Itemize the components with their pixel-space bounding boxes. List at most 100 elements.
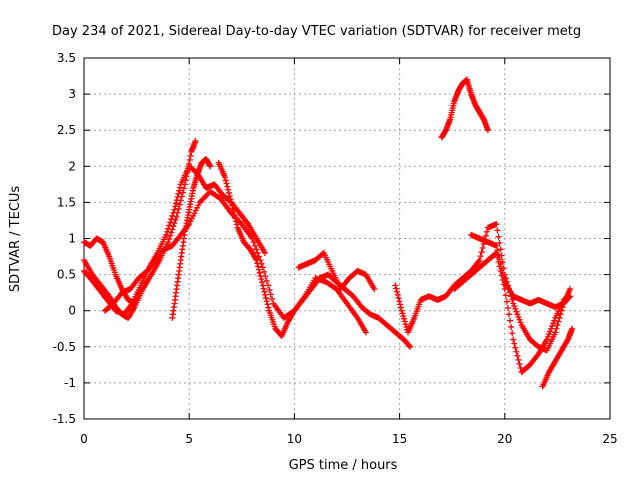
data-point [567, 286, 574, 293]
data-point [512, 344, 519, 351]
x-tick-labels: 0 5 10 15 20 25 [80, 432, 617, 446]
data-point [483, 228, 490, 235]
data-point [257, 272, 264, 279]
data-point [171, 220, 178, 227]
data-point [166, 235, 173, 242]
data-point [264, 301, 271, 308]
data-point [396, 298, 403, 305]
data-point [233, 221, 240, 228]
data-point [407, 343, 414, 350]
data-point [180, 185, 187, 192]
y-tick-label: 2 [68, 159, 76, 173]
data-point [567, 293, 574, 300]
data-point [249, 235, 256, 242]
data-point [514, 352, 521, 359]
data-point [228, 199, 235, 206]
data-point [496, 240, 503, 247]
y-tick-label: -0.5 [53, 340, 76, 354]
data-point [169, 212, 176, 219]
data-point [514, 311, 521, 318]
data-point [557, 311, 564, 318]
data-point [478, 249, 485, 256]
data-point [229, 205, 236, 212]
data-point [499, 269, 506, 276]
x-tick-label: 20 [497, 432, 512, 446]
data-point [207, 163, 214, 170]
data-point [511, 303, 518, 310]
data-point [265, 282, 272, 289]
data-point [175, 205, 182, 212]
data-point [172, 216, 179, 223]
data-point [259, 264, 266, 271]
data-point [484, 127, 491, 134]
data-point [263, 277, 270, 284]
data-point [395, 295, 402, 302]
data-point [511, 340, 518, 347]
data-point [256, 269, 263, 276]
y-tick-label: 3.5 [57, 51, 76, 65]
data-point [168, 216, 175, 223]
y-axis-label: SDTVAR / TECUs [8, 186, 23, 293]
series-arc-6 [215, 159, 414, 350]
data-point [554, 322, 561, 329]
data-point [545, 331, 552, 338]
data-point [255, 266, 262, 273]
data-point [552, 329, 559, 336]
y-tick-labels: 3.5 3 2.5 2 1.5 1 0.5 0 -0.5 -1 -1.5 [53, 51, 76, 426]
data-point [477, 253, 484, 260]
data-point [513, 308, 520, 315]
data-point [259, 279, 266, 286]
data-point [173, 200, 180, 207]
data-point [222, 177, 229, 184]
data-point [167, 219, 174, 226]
data-point [194, 204, 201, 211]
series-arc-12 [539, 325, 576, 390]
x-tick-label: 5 [185, 432, 193, 446]
data-point [400, 313, 407, 320]
data-point [262, 295, 269, 302]
data-point [502, 292, 509, 299]
data-point [397, 304, 404, 311]
data-point [225, 186, 232, 193]
data-point [175, 190, 182, 197]
data-point [402, 321, 409, 328]
data-point [393, 285, 400, 292]
data-point [269, 295, 276, 302]
data-point [253, 257, 260, 264]
data-point [517, 319, 524, 326]
data-point [496, 256, 503, 263]
data-point [510, 300, 517, 307]
data-point [266, 286, 273, 293]
data-point [253, 246, 260, 253]
data-point [187, 152, 194, 159]
data-point [170, 223, 177, 230]
data-point [173, 197, 180, 204]
series-arc-10 [451, 249, 574, 376]
data-point [171, 206, 178, 213]
data-point [512, 305, 519, 312]
data-point [493, 242, 500, 249]
data-point [263, 298, 270, 305]
data-point [479, 244, 486, 251]
data-point [555, 318, 562, 325]
data-point [259, 282, 266, 289]
data-point [186, 156, 193, 163]
data-point [394, 291, 401, 298]
data-point [255, 263, 262, 270]
data-point [163, 231, 170, 238]
data-point [371, 286, 378, 293]
y-tick-label: 3 [68, 87, 76, 101]
data-point [401, 318, 408, 325]
data-point [392, 282, 399, 289]
data-point [503, 298, 510, 305]
data-point [516, 360, 523, 367]
data-point [195, 202, 202, 209]
data-point [165, 225, 172, 232]
data-point [260, 285, 267, 292]
data-point [179, 189, 186, 196]
data-point [544, 333, 551, 340]
data-point [495, 251, 502, 258]
data-point [166, 222, 173, 229]
chart-title: Day 234 of 2021, Sidereal Day-to-day VTE… [52, 24, 581, 39]
